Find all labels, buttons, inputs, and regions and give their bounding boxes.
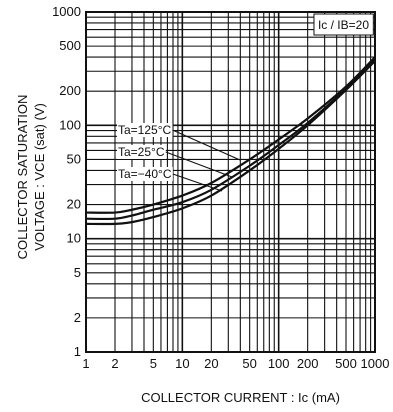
series-label-minus40c: Ta=−40°C [118, 167, 172, 181]
y-tick-label: 10 [67, 231, 81, 246]
x-tick-label: 50 [242, 356, 256, 371]
grid [86, 12, 375, 352]
series-line-minus40c [85, 60, 376, 226]
y-tick-label: 1 [74, 344, 81, 359]
series-leader-line [165, 151, 233, 178]
series-leader-line [172, 173, 223, 192]
y-tick-label: 2 [74, 310, 81, 325]
series-line-25c [85, 58, 376, 221]
x-tick-label: 100 [268, 356, 290, 371]
y-tick-label: 20 [67, 197, 81, 212]
series-label-25c: Ta=25°C [118, 145, 165, 159]
y-tick-label: 50 [67, 151, 81, 166]
x-tick-labels: 1 2 5 10 20 50 100 200 500 1000 [82, 356, 389, 371]
series-label-background [117, 145, 166, 159]
series-leader-line [172, 129, 241, 161]
series-label-background [117, 167, 173, 181]
x-tick-label: 5 [150, 356, 157, 371]
x-tick-label: 1000 [361, 356, 390, 371]
x-tick-label: 10 [175, 356, 189, 371]
x-tick-label: 2 [111, 356, 118, 371]
x-axis-title: COLLECTOR CURRENT : Ic (mA) [141, 390, 340, 405]
condition-label: Ic / IB=20 [318, 18, 369, 32]
y-axis-title-line2: VOLTAGE : VCE (sat) (V) [32, 103, 47, 251]
series-label-background [117, 123, 173, 137]
series-label-125c: Ta=125°C [118, 123, 172, 137]
y-tick-label: 500 [59, 38, 81, 53]
leader-lines [117, 123, 241, 192]
plot-frame [85, 11, 376, 353]
x-tick-label: 200 [297, 356, 319, 371]
y-tick-label: 200 [59, 83, 81, 98]
y-tick-labels: 1 2 5 10 20 50 100 200 500 1000 [52, 4, 81, 359]
y-tick-label: 1000 [52, 4, 81, 19]
series-lines [85, 56, 376, 226]
y-axis-title-line1: COLLECTOR SATURATION [15, 95, 30, 260]
series-line-125c [85, 56, 376, 214]
x-tick-label: 20 [204, 356, 218, 371]
y-tick-label: 5 [74, 265, 81, 280]
x-tick-label: 500 [335, 356, 357, 371]
condition-box [313, 13, 374, 36]
x-tick-label: 1 [82, 356, 89, 371]
y-tick-label: 100 [59, 117, 81, 132]
